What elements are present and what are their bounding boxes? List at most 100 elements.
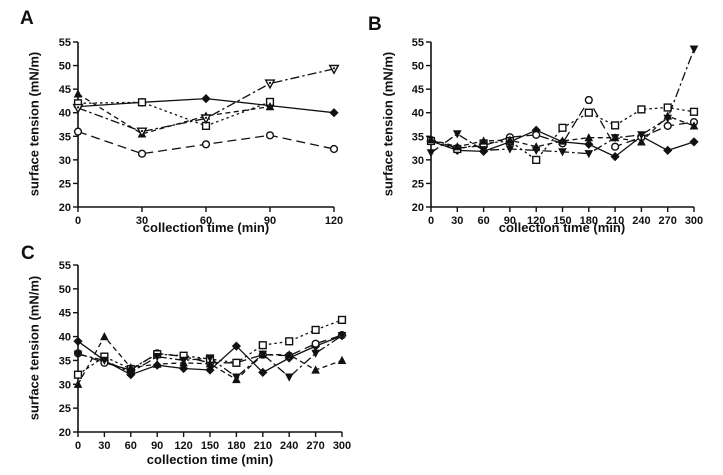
circle-marker-icon (532, 130, 541, 140)
x-tick-label: 210 (254, 440, 272, 452)
triangle-up-marker-icon (479, 136, 488, 145)
x-tick-label: 240 (280, 440, 298, 452)
y-tick-label: 55 (412, 37, 424, 49)
y-tick-label: 55 (59, 37, 71, 49)
panel-A-series-open-down-triangle-dashdot (77, 68, 335, 133)
x-tick-label: 30 (451, 215, 463, 227)
diamond-marker-icon (73, 336, 83, 346)
y-tick-label: 50 (59, 284, 71, 296)
triangle-up-marker-icon (584, 133, 594, 142)
triangle-down-marker-icon (584, 150, 594, 159)
y-tick-label: 30 (59, 379, 71, 391)
circle-marker-icon (137, 149, 147, 158)
yaxis-title-c: surface tension (mN/m) (26, 275, 42, 421)
panel-A-axes: 20 25 30 35 40 45 50 55 0 30 60 90 120 (59, 37, 343, 227)
panel-A-markers-filled-triangle-dashed (73, 89, 275, 138)
triangle-down-marker-icon (136, 127, 148, 138)
triangle-down-marker-icon (337, 332, 347, 341)
diamond-marker-icon (258, 367, 268, 377)
triangle-down-marker-icon (505, 145, 515, 154)
triangle-down-marker-icon (126, 368, 136, 377)
x-tick-label: 0 (75, 215, 81, 227)
y-tick-label: 20 (59, 202, 71, 214)
yaxis-title-a: surface tension (mN/m) (26, 51, 42, 197)
x-tick-label: 270 (306, 440, 324, 452)
y-tick-label: 55 (59, 260, 71, 272)
circle-marker-icon (329, 144, 339, 154)
triangle-up-marker-icon (311, 365, 320, 374)
y-tick-label: 35 (59, 355, 71, 367)
y-tick-label: 40 (59, 108, 71, 120)
y-tick-label: 35 (412, 131, 424, 143)
circle-marker-icon (663, 121, 672, 131)
panel-A-markers-open-circle-dashed (73, 127, 339, 158)
x-tick-label: 150 (553, 215, 571, 227)
triangle-up-marker-icon (637, 137, 646, 146)
panel-A-markers-open-square-dotted (73, 97, 275, 131)
triangle-down-marker-icon (453, 130, 462, 139)
x-tick-label: 300 (685, 215, 703, 227)
y-tick-label: 45 (59, 308, 71, 320)
xaxis-title-b: collection time (min) (498, 220, 626, 235)
y-tick-label: 40 (412, 108, 424, 120)
circle-marker-icon (584, 95, 593, 105)
diamond-marker-icon (663, 145, 673, 155)
x-tick-label: 120 (527, 215, 545, 227)
circle-marker-icon (201, 140, 211, 149)
triangle-up-marker-icon (152, 359, 162, 368)
triangle-up-marker-icon (284, 350, 294, 359)
triangle-up-marker-icon (689, 121, 699, 130)
diamond-marker-icon (329, 108, 339, 118)
triangle-down-marker-icon (73, 350, 83, 359)
panel-label-a: A (20, 8, 34, 29)
panel-C-markers-filled-down-triangle-dashdot (73, 332, 347, 382)
x-tick-label: 180 (580, 215, 598, 227)
y-tick-label: 30 (412, 155, 424, 167)
x-tick-label: 60 (200, 215, 212, 227)
triangle-up-marker-icon (337, 355, 347, 364)
square-marker-icon (532, 155, 541, 165)
diamond-marker-icon (231, 341, 241, 351)
x-tick-label: 0 (428, 215, 434, 227)
triangle-up-marker-icon (73, 379, 83, 388)
square-marker-icon (258, 341, 267, 350)
triangle-up-marker-icon (453, 142, 462, 151)
triangle-up-marker-icon (558, 136, 567, 145)
yaxis-title-b: surface tension (mN/m) (380, 51, 396, 197)
x-tick-label: 270 (659, 215, 677, 227)
triangle-down-marker-icon (558, 148, 567, 157)
x-tick-label: 60 (477, 215, 489, 227)
panel-B-series-open-circle-dashed (430, 98, 695, 149)
y-tick-label: 35 (59, 131, 71, 143)
triangle-up-marker-icon (265, 102, 275, 111)
xaxis-title-a: collection time (min) (142, 220, 270, 235)
circle-marker-icon (610, 142, 620, 151)
square-marker-icon (558, 123, 567, 132)
triangle-down-marker-icon (610, 134, 620, 143)
triangle-down-marker-icon (663, 114, 672, 123)
circle-marker-icon (73, 127, 83, 136)
triangle-down-marker-icon (232, 373, 241, 382)
triangle-up-marker-icon (505, 135, 515, 144)
panel-B-markers-filled-down-triangle-dashdot (426, 45, 699, 159)
square-marker-icon (637, 105, 646, 114)
y-tick-label: 20 (412, 202, 424, 214)
x-tick-label: 90 (504, 215, 516, 227)
circle-marker-icon (311, 339, 320, 348)
x-tick-label: 300 (333, 440, 351, 452)
y-tick-label: 45 (59, 84, 71, 96)
triangle-down-marker-icon (284, 373, 294, 382)
panel-A-series-open-square-dotted (77, 101, 271, 127)
triangle-down-marker-icon (152, 353, 162, 362)
x-tick-label: 0 (75, 440, 81, 452)
square-marker-icon (337, 315, 347, 325)
diamond-marker-icon (201, 94, 211, 104)
y-tick-label: 20 (59, 427, 71, 439)
panel-A-markers-open-down-triangle-dashdot (72, 64, 340, 138)
triangle-down-marker-icon (479, 146, 488, 155)
x-tick-label: 90 (264, 215, 276, 227)
y-tick-label: 30 (59, 155, 71, 167)
y-tick-label: 25 (59, 178, 71, 190)
square-marker-icon (689, 107, 699, 116)
